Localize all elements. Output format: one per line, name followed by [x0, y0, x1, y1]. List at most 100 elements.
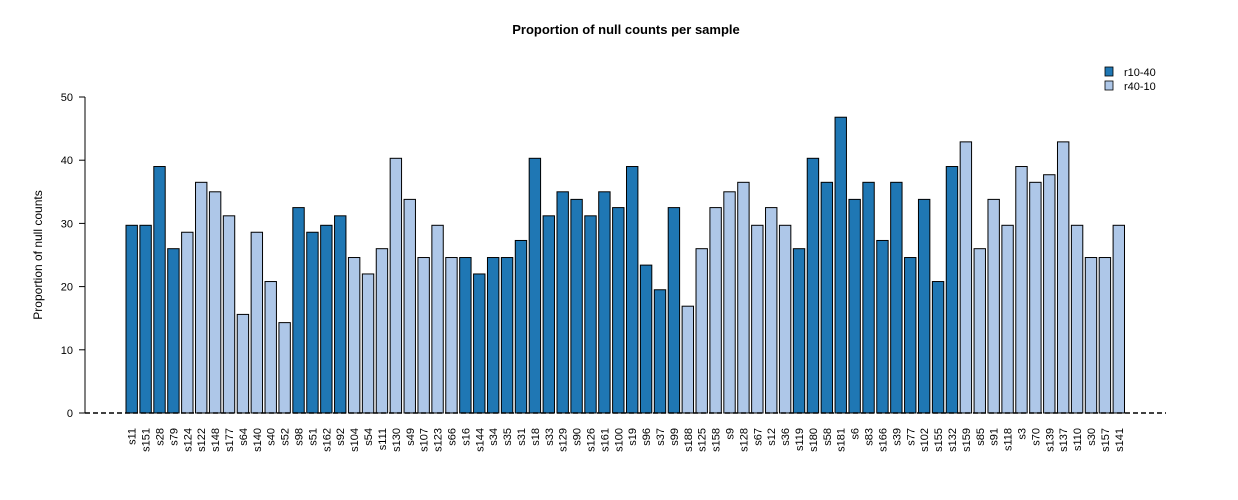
bar-s180: [806, 157, 820, 414]
bar-s123: [431, 224, 444, 414]
bar-s91: [987, 198, 1000, 414]
x-tick-label: s85: [975, 428, 987, 446]
bar-s99: [667, 207, 681, 414]
x-tick-label: s92: [335, 428, 347, 446]
bar-s79: [167, 248, 180, 414]
x-tick-label: s12: [766, 428, 778, 446]
bar-s151: [139, 224, 152, 414]
x-tick-label: s118: [1003, 428, 1015, 451]
bar-s30: [1084, 257, 1098, 414]
bar-s98: [292, 207, 305, 414]
bar-s51: [306, 231, 319, 414]
bar-s118: [1001, 224, 1014, 414]
x-tick-label: s33: [544, 428, 556, 446]
bar-s102: [917, 198, 931, 414]
bar-s144: [473, 273, 486, 414]
x-tick-label: s98: [294, 428, 306, 446]
y-axis: 0 10 20 30 40 50: [61, 92, 86, 420]
x-tick-label: s9: [725, 428, 737, 440]
bar-s124: [181, 231, 194, 414]
x-tick-label: s159: [961, 428, 973, 452]
x-tick-label: s137: [1058, 428, 1070, 452]
bar-s64: [236, 313, 250, 414]
x-tick-label: s16: [460, 428, 472, 446]
bar-s155: [931, 281, 945, 414]
bar-s37: [653, 289, 667, 414]
x-tick-label: s34: [488, 428, 500, 446]
x-tick-label: s158: [711, 428, 723, 452]
x-tick-label: s39: [891, 428, 903, 446]
x-tick-label: s162: [321, 428, 333, 452]
bar-s12: [765, 207, 778, 414]
bar-s158: [709, 207, 722, 414]
bar-s188: [681, 305, 695, 414]
bar-s166: [876, 239, 889, 414]
bar-s181: [834, 116, 847, 414]
x-tick-label: s40: [266, 428, 278, 446]
bar-s52: [278, 322, 291, 414]
x-tick-label: s102: [919, 428, 931, 452]
x-tick-label: s140: [252, 428, 264, 452]
bar-s141: [1112, 224, 1125, 414]
x-tick-label: s30: [1086, 428, 1098, 446]
bar-s3: [1015, 166, 1028, 414]
x-tick-label: s111: [377, 428, 389, 450]
x-tick-label: s37: [655, 428, 667, 446]
bar-s177: [222, 215, 236, 414]
bar-s85: [973, 248, 986, 414]
x-tick-label: s124: [182, 428, 194, 452]
x-tick-label: s161: [599, 428, 611, 452]
bar-s83: [862, 181, 875, 414]
bar-s122: [195, 181, 208, 414]
x-tick-label: s66: [446, 428, 458, 446]
x-tick-label: s51: [307, 428, 319, 446]
bar-s54: [361, 273, 375, 414]
x-tick-label: s79: [168, 428, 180, 446]
x-tick-label: s3: [1016, 428, 1028, 440]
bar-s39: [890, 181, 903, 414]
x-tick-label: s96: [641, 428, 653, 446]
x-tick-label: s125: [697, 428, 709, 452]
x-tick-label: s132: [947, 428, 959, 452]
bar-s92: [334, 215, 347, 414]
bar-s6: [848, 198, 861, 414]
y-tick-label: 20: [61, 282, 73, 294]
x-tick-label: s31: [516, 428, 528, 446]
bar-s161: [598, 191, 611, 414]
bar-s157: [1098, 257, 1112, 414]
bar-s67: [751, 224, 764, 414]
x-tick-label: s141: [1114, 428, 1126, 452]
x-tick-label: s155: [933, 428, 945, 452]
bar-s132: [945, 166, 959, 414]
bar-s125: [695, 248, 708, 414]
bar-s70: [1029, 181, 1042, 414]
x-tick-label: s11: [127, 428, 139, 445]
x-tick-label: s180: [808, 428, 820, 452]
bar-s40: [264, 281, 277, 414]
bar-s148: [208, 191, 222, 414]
bar-s139: [1043, 174, 1056, 414]
x-tick-label: s139: [1044, 428, 1056, 452]
legend-swatch-r40-10: [1104, 80, 1114, 91]
bar-s110: [1070, 224, 1084, 414]
bar-s107: [417, 257, 430, 414]
bar-s16: [459, 257, 472, 414]
x-tick-label: s52: [280, 428, 292, 446]
x-tick-label: s6: [850, 428, 862, 440]
y-tick-label: 10: [61, 345, 73, 357]
x-tick-label: s35: [502, 428, 514, 446]
bar-s19: [626, 166, 639, 414]
bar-s130: [389, 157, 403, 414]
x-tick-label: s126: [585, 428, 597, 452]
bar-s159: [959, 141, 973, 414]
bar-s140: [250, 231, 264, 414]
legend-label: r10-40: [1124, 67, 1156, 79]
bar-s128: [737, 181, 750, 414]
x-tick-label: s18: [530, 428, 542, 446]
bar-s66: [445, 257, 458, 414]
y-tick-label: 40: [61, 155, 73, 167]
x-tick-label: s122: [196, 428, 208, 452]
y-tick-label: 0: [67, 408, 73, 420]
bar-s49: [403, 198, 416, 414]
